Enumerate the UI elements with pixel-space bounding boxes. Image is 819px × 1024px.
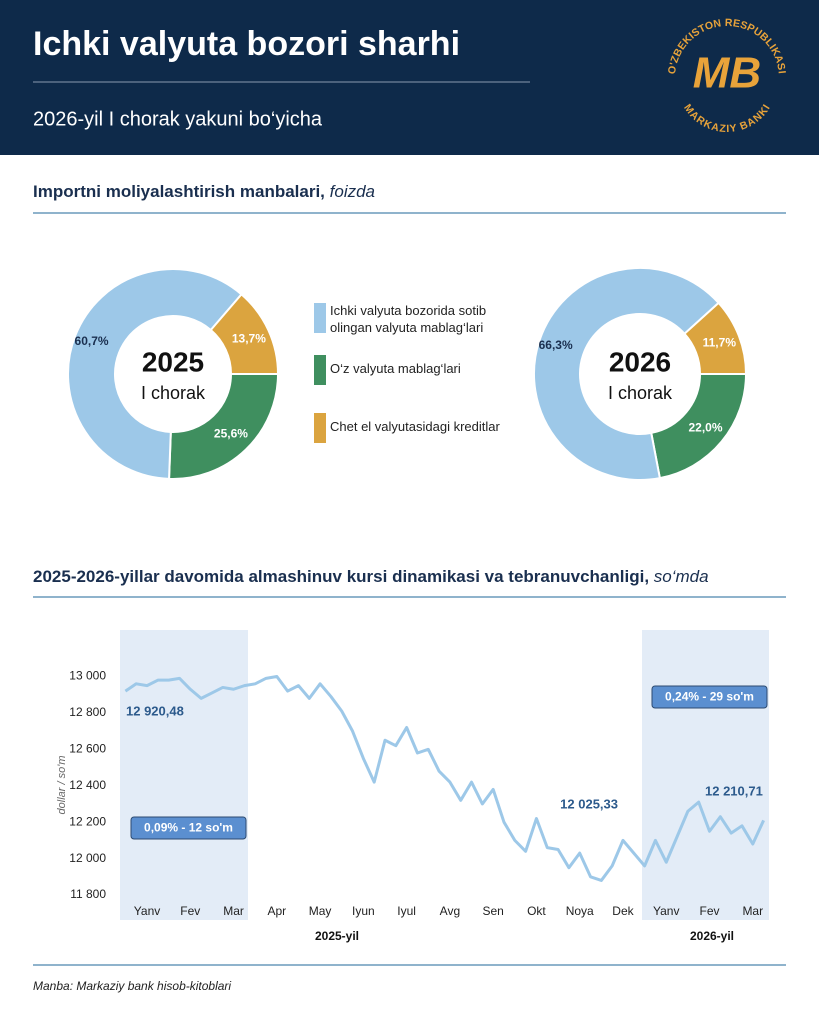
logo-mark: MB — [693, 49, 761, 98]
value-label: 22,0% — [688, 420, 722, 434]
center-title: 2026 — [609, 346, 671, 377]
x-tick-label: Sen — [482, 904, 503, 918]
legend-label: Ichki valyuta bozorida sotib olingan val… — [330, 303, 487, 335]
section-unit: so‘mda — [653, 567, 709, 586]
donut-segment — [683, 301, 748, 375]
x-tick-label: Okt — [527, 904, 546, 918]
shade — [120, 630, 248, 920]
subtitle: 2026-yil I chorak yakuni bo‘yicha — [33, 108, 323, 130]
donut-segment — [650, 373, 748, 480]
y-tick-label: 12 400 — [69, 778, 106, 792]
year-label: 2025-yil — [315, 929, 359, 943]
header-band — [0, 0, 819, 155]
x-tick-label: Fev — [700, 904, 720, 918]
y-tick-label: 12 000 — [69, 851, 106, 865]
x-tick-label: Dek — [612, 904, 634, 918]
y-tick-label: 13 000 — [69, 669, 106, 683]
legend-swatch — [314, 413, 326, 443]
x-tick-label: Yanv — [653, 904, 679, 918]
title: Ichki valyuta bozori sharhi — [33, 25, 460, 63]
section-unit: foizda — [329, 182, 376, 201]
value-label: 60,7% — [75, 334, 109, 348]
volatility-box — [651, 685, 768, 709]
section-title-text: Importni moliyalashtirish manbalari, — [33, 182, 325, 201]
annotation: 12 210,71 — [705, 783, 763, 798]
donut-hole — [116, 317, 230, 431]
value-label: 66,3% — [539, 338, 573, 352]
y-axis-label: dollar / so'm — [56, 756, 68, 815]
x-tick-label: Mar — [742, 904, 763, 918]
year-label: 2026-yil — [690, 929, 734, 943]
donut-segment — [533, 267, 721, 481]
value-label: 13,7% — [232, 331, 266, 345]
x-tick-label: Noya — [566, 904, 594, 918]
donut-segment — [168, 373, 280, 480]
shade — [642, 630, 769, 920]
section-title-text: 2025-2026-yillar davomida almashinuv kur… — [33, 567, 650, 586]
section-title: Importni moliyalashtirish manbalari, foi… — [33, 182, 375, 202]
value-label: 11,7% — [703, 336, 737, 350]
annotation: 12 025,33 — [560, 796, 618, 811]
x-tick-label: Fev — [180, 904, 200, 918]
x-tick-label: Apr — [267, 904, 286, 918]
volatility-label: 0,09% - 12 so'm — [144, 821, 233, 835]
y-tick-label: 12 600 — [69, 742, 106, 756]
y-tick-label: 11 800 — [70, 887, 106, 901]
y-tick-label: 12 200 — [69, 814, 106, 828]
center-subtitle: I chorak — [141, 383, 206, 403]
donut-segment — [67, 268, 243, 480]
volatility-label: 0,24% - 29 so'm — [665, 690, 754, 704]
donut-segment — [209, 292, 280, 375]
x-tick-label: Iyul — [397, 904, 416, 918]
x-tick-label: Yanv — [134, 904, 160, 918]
legend-swatch — [314, 303, 326, 333]
legend-label: Chet el valyutasidagi kreditlar — [330, 419, 500, 434]
exchange-rate-line — [124, 675, 765, 882]
volatility-box — [130, 816, 247, 840]
center-title: 2025 — [142, 346, 204, 377]
center-subtitle: I chorak — [608, 383, 673, 403]
legend-label: O‘z valyuta mablag‘lari — [330, 361, 461, 376]
x-tick-label: Avg — [440, 904, 460, 918]
source: Manba: Markaziy bank hisob-kitoblari — [33, 979, 231, 993]
y-tick-label: 12 800 — [69, 705, 106, 719]
value-label: 25,6% — [214, 426, 248, 440]
section-title: 2025-2026-yillar davomida almashinuv kur… — [33, 567, 709, 587]
legend-swatch — [314, 355, 326, 385]
x-tick-label: May — [309, 904, 332, 918]
x-tick-label: Mar — [223, 904, 244, 918]
donut-hole — [581, 315, 699, 433]
annotation: 12 920,48 — [126, 703, 184, 718]
x-tick-label: Iyun — [352, 904, 375, 918]
